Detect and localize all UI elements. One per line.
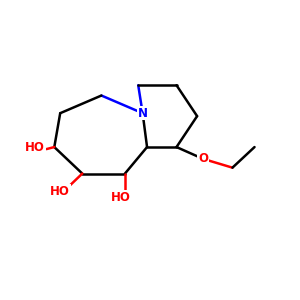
Text: N: N xyxy=(138,107,148,120)
Text: HO: HO xyxy=(25,141,45,154)
Text: O: O xyxy=(198,152,208,165)
Text: HO: HO xyxy=(111,190,130,204)
Text: HO: HO xyxy=(50,185,70,198)
